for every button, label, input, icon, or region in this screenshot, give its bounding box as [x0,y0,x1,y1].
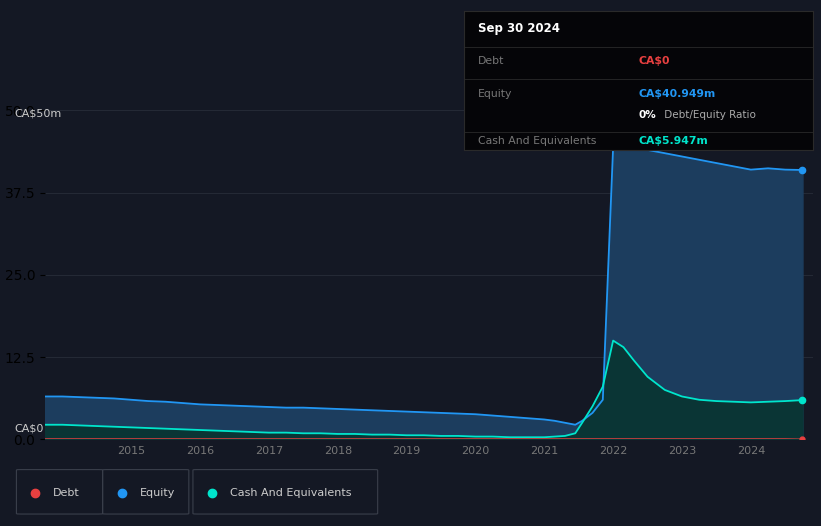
Text: CA$40.949m: CA$40.949m [639,89,716,99]
Text: Cash And Equivalents: Cash And Equivalents [478,136,596,146]
Text: CA$0: CA$0 [639,56,670,66]
Text: CA$5.947m: CA$5.947m [639,136,708,146]
Text: Cash And Equivalents: Cash And Equivalents [230,488,351,498]
Text: Debt: Debt [478,56,504,66]
Text: CA$50m: CA$50m [15,108,62,118]
Text: Sep 30 2024: Sep 30 2024 [478,22,560,35]
Text: 0%: 0% [639,110,656,120]
Text: Equity: Equity [478,89,512,99]
Text: CA$0: CA$0 [15,424,44,434]
Text: Debt: Debt [53,488,80,498]
Text: Equity: Equity [140,488,175,498]
Text: Debt/Equity Ratio: Debt/Equity Ratio [661,110,756,120]
